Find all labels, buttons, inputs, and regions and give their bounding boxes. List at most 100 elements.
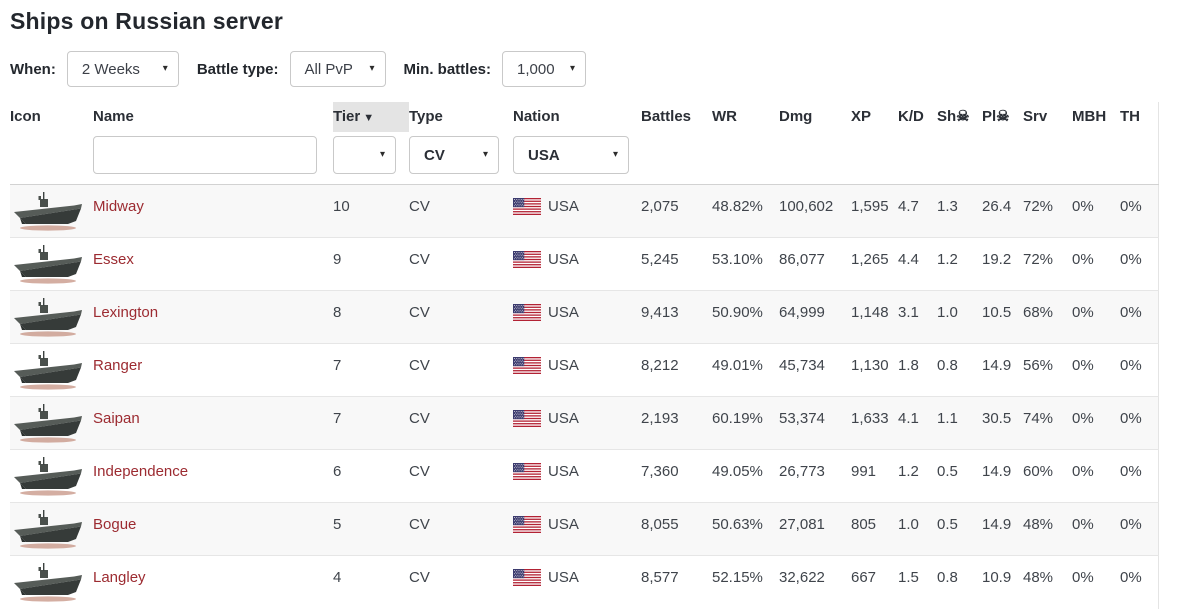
column-header-nation[interactable]: Nation: [513, 107, 560, 125]
column-header-srv[interactable]: Srv: [1023, 107, 1048, 125]
ship-tier: 7: [333, 357, 342, 374]
ship-wr: 49.05%: [712, 463, 763, 480]
ship-tier: 7: [333, 410, 342, 427]
ship-th: 0%: [1120, 304, 1142, 321]
column-header-wr[interactable]: WR: [712, 107, 737, 125]
ship-name-link[interactable]: Midway: [93, 198, 144, 215]
ship-dmg: 86,077: [779, 251, 825, 268]
ship-ships-destroyed: 0.5: [937, 516, 958, 533]
ship-name-link[interactable]: Independence: [93, 463, 189, 480]
ship-xp: 1,633: [851, 410, 889, 427]
battle-type-label: Battle type:: [196, 60, 279, 78]
ship-battles: 8,212: [641, 357, 679, 374]
ship-planes-destroyed: 30.5: [982, 410, 1012, 427]
column-header-dmg[interactable]: Dmg: [779, 107, 813, 125]
ship-name-link[interactable]: Saipan: [93, 410, 140, 427]
filter-bar: When: 2 Weeks ▾ Battle type: All PvP ▾ M…: [10, 51, 1179, 87]
ship-name-link[interactable]: Ranger: [93, 357, 143, 374]
min-battles-select-value: 1,000: [517, 60, 555, 78]
ship-icon: [10, 244, 86, 286]
column-header-xp[interactable]: XP: [851, 107, 872, 125]
when-select[interactable]: 2 Weeks ▾: [66, 51, 179, 87]
ship-wr: 48.82%: [712, 198, 763, 215]
ship-th: 0%: [1120, 410, 1142, 427]
chevron-down-icon: ▾: [162, 63, 168, 74]
ship-row: Ranger 7 CV: [10, 343, 1158, 397]
tier-filter-select[interactable]: ▾: [333, 136, 396, 174]
ship-kd: 1.8: [898, 357, 919, 374]
ship-mbh: 0%: [1072, 357, 1094, 374]
usa-flag-icon: [513, 304, 541, 321]
sort-desc-icon: ▼: [363, 111, 375, 124]
ship-wr: 53.10%: [712, 251, 763, 268]
ship-th: 0%: [1120, 463, 1142, 480]
ship-kd: 1.5: [898, 569, 919, 586]
column-header-type[interactable]: Type: [409, 107, 443, 125]
column-header-tier[interactable]: Tier ▼: [333, 102, 409, 132]
ship-type: CV: [409, 251, 430, 268]
ship-name-link[interactable]: Bogue: [93, 516, 137, 533]
ship-tier: 5: [333, 516, 342, 533]
ship-dmg: 27,081: [779, 516, 825, 533]
ship-type: CV: [409, 463, 430, 480]
ship-tier: 6: [333, 463, 342, 480]
ship-wr: 60.19%: [712, 410, 763, 427]
ship-th: 0%: [1120, 569, 1142, 586]
ship-nation: USA: [548, 304, 579, 321]
ship-th: 0%: [1120, 516, 1142, 533]
ship-mbh: 0%: [1072, 410, 1094, 427]
ship-dmg: 53,374: [779, 410, 825, 427]
ship-row: Essex 9 CV: [10, 237, 1158, 291]
ship-battles: 8,577: [641, 569, 679, 586]
ship-name-link[interactable]: Lexington: [93, 304, 159, 321]
column-header-battles[interactable]: Battles: [641, 107, 692, 125]
ship-wr: 50.90%: [712, 304, 763, 321]
ship-dmg: 64,999: [779, 304, 825, 321]
ship-xp: 991: [851, 463, 877, 480]
ship-ships-destroyed: 0.8: [937, 357, 958, 374]
min-battles-select[interactable]: 1,000 ▾: [502, 51, 587, 87]
column-header-kd[interactable]: K/D: [898, 107, 924, 125]
ship-planes-destroyed: 10.9: [982, 569, 1012, 586]
battle-type-select-value: All PvP: [304, 60, 353, 78]
ship-dmg: 32,622: [779, 569, 825, 586]
page-title: Ships on Russian server: [10, 8, 284, 34]
table-filter-row: ▾ CV ▾ USA ▾: [10, 132, 1158, 185]
battle-type-select[interactable]: All PvP ▾: [289, 51, 386, 87]
column-header-ships-destroyed[interactable]: Sh☠: [937, 108, 970, 125]
ship-nation: USA: [548, 516, 579, 533]
ship-nation: USA: [548, 569, 579, 586]
chevron-down-icon: ▾: [612, 149, 618, 160]
ship-mbh: 0%: [1072, 251, 1094, 268]
ship-kd: 4.7: [898, 198, 919, 215]
ship-xp: 1,265: [851, 251, 889, 268]
column-header-name[interactable]: Name: [93, 107, 134, 125]
ship-name-link[interactable]: Langley: [93, 569, 146, 586]
ship-type: CV: [409, 198, 430, 215]
chevron-down-icon: ▾: [482, 149, 488, 160]
ship-nation: USA: [548, 357, 579, 374]
column-header-mbh[interactable]: MBH: [1072, 107, 1107, 125]
ship-name-link[interactable]: Essex: [93, 251, 134, 268]
ship-wr: 52.15%: [712, 569, 763, 586]
ship-icon: [10, 350, 86, 392]
ship-row: Bogue 5 CV: [10, 502, 1158, 556]
name-filter-input[interactable]: [93, 136, 317, 174]
ship-nation: USA: [548, 410, 579, 427]
ship-type: CV: [409, 304, 430, 321]
ship-th: 0%: [1120, 198, 1142, 215]
column-header-th[interactable]: TH: [1120, 107, 1140, 125]
ships-table: Icon Name Tier ▼ Type Nation Battles WR D…: [10, 102, 1159, 609]
ship-battles: 7,360: [641, 463, 679, 480]
ship-srv: 48%: [1023, 516, 1054, 533]
ship-type: CV: [409, 357, 430, 374]
column-header-planes-destroyed[interactable]: Pl☠: [982, 108, 1010, 125]
ship-planes-destroyed: 19.2: [982, 251, 1012, 268]
usa-flag-icon: [513, 463, 541, 480]
ship-mbh: 0%: [1072, 463, 1094, 480]
type-filter-select[interactable]: CV ▾: [409, 136, 499, 174]
min-battles-filter: Min. battles: 1,000 ▾: [404, 51, 587, 87]
nation-filter-select[interactable]: USA ▾: [513, 136, 629, 174]
ship-battles: 2,193: [641, 410, 679, 427]
ship-type: CV: [409, 516, 430, 533]
